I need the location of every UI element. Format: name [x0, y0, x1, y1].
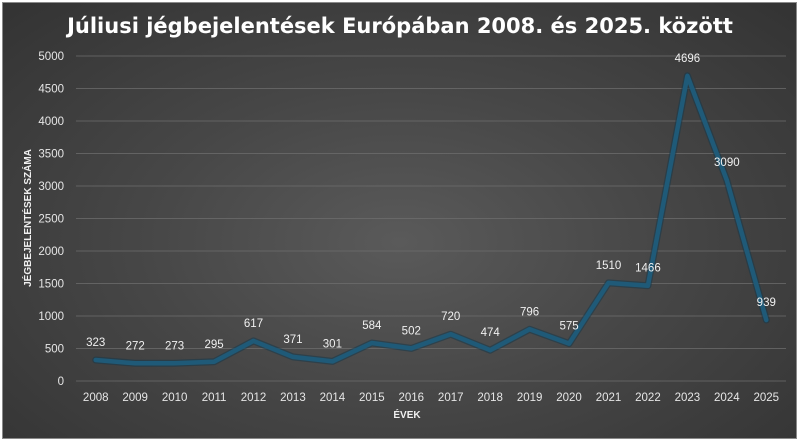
x-tick-label: 2022 — [635, 392, 661, 404]
x-tick-label: 2021 — [596, 392, 622, 404]
y-tick-label: 0 — [58, 376, 64, 388]
data-labels: 323 272 273 295 617 371 301 584 502 720 474 796 575 1… — [86, 53, 776, 353]
x-tick-label: 2014 — [320, 392, 346, 404]
x-tick-label: 2011 — [202, 392, 227, 404]
x-tick-label: 2023 — [675, 392, 701, 404]
x-tick-label: 2018 — [477, 392, 503, 404]
y-axis-title: JÉGBEJELENTÉSEK SZÁMA — [21, 149, 34, 287]
series-line-shadow — [92, 72, 770, 367]
data-label: 3090 — [714, 157, 740, 169]
data-label: 4696 — [675, 53, 701, 65]
data-label: 371 — [283, 334, 302, 346]
x-tick-label: 2020 — [556, 392, 582, 404]
y-tick-label: 1500 — [38, 279, 64, 291]
x-tick-label: 2017 — [438, 392, 464, 404]
data-label: 575 — [559, 321, 578, 333]
x-tick-label: 2012 — [241, 392, 267, 404]
data-label: 323 — [86, 337, 105, 349]
data-label: 502 — [402, 325, 421, 337]
y-tick-label: 2500 — [38, 214, 64, 226]
y-tick-label: 1000 — [38, 311, 64, 323]
chart-title: Júliusi jégbejelentések Európában 2008. … — [65, 14, 733, 38]
x-tick-label: 2010 — [162, 392, 188, 404]
x-tick-label: 2015 — [359, 392, 385, 404]
x-tick-label: 2024 — [714, 392, 740, 404]
data-label: 1510 — [596, 260, 622, 272]
x-axis-title: ÉVEK — [393, 408, 421, 421]
x-tick-label: 2013 — [280, 392, 306, 404]
series-line-group — [92, 72, 770, 367]
y-tick-label: 3500 — [38, 149, 64, 161]
y-tick-label: 5000 — [38, 51, 64, 63]
y-tick-label: 2000 — [38, 246, 64, 258]
x-tick-label: 2016 — [398, 392, 424, 404]
y-tick-label: 4000 — [38, 116, 64, 128]
data-label: 272 — [126, 340, 145, 352]
x-tick-label: 2025 — [753, 392, 779, 404]
data-label: 273 — [165, 340, 184, 352]
y-axis-ticks: 0 500 1000 1500 2000 2500 3000 3500 4000 4500 5000 — [38, 51, 64, 388]
data-label: 939 — [757, 297, 776, 309]
data-label: 301 — [323, 338, 342, 350]
x-tick-label: 2008 — [83, 392, 109, 404]
x-tick-label: 2009 — [122, 392, 148, 404]
x-axis-ticks: 2008 2009 2010 2011 2012 2013 2014 2015 2016 2017… — [83, 392, 779, 404]
x-tick-label: 2019 — [517, 392, 543, 404]
series-line — [93, 73, 769, 366]
y-tick-label: 500 — [45, 344, 64, 356]
y-tick-label: 3000 — [38, 181, 64, 193]
data-label: 1466 — [635, 263, 661, 275]
data-label: 584 — [362, 320, 382, 332]
data-label: 720 — [441, 311, 460, 323]
data-label: 617 — [244, 318, 263, 330]
data-label: 796 — [520, 306, 539, 318]
y-tick-label: 4500 — [38, 84, 64, 96]
data-label: 295 — [204, 339, 223, 351]
data-label: 474 — [481, 327, 501, 339]
